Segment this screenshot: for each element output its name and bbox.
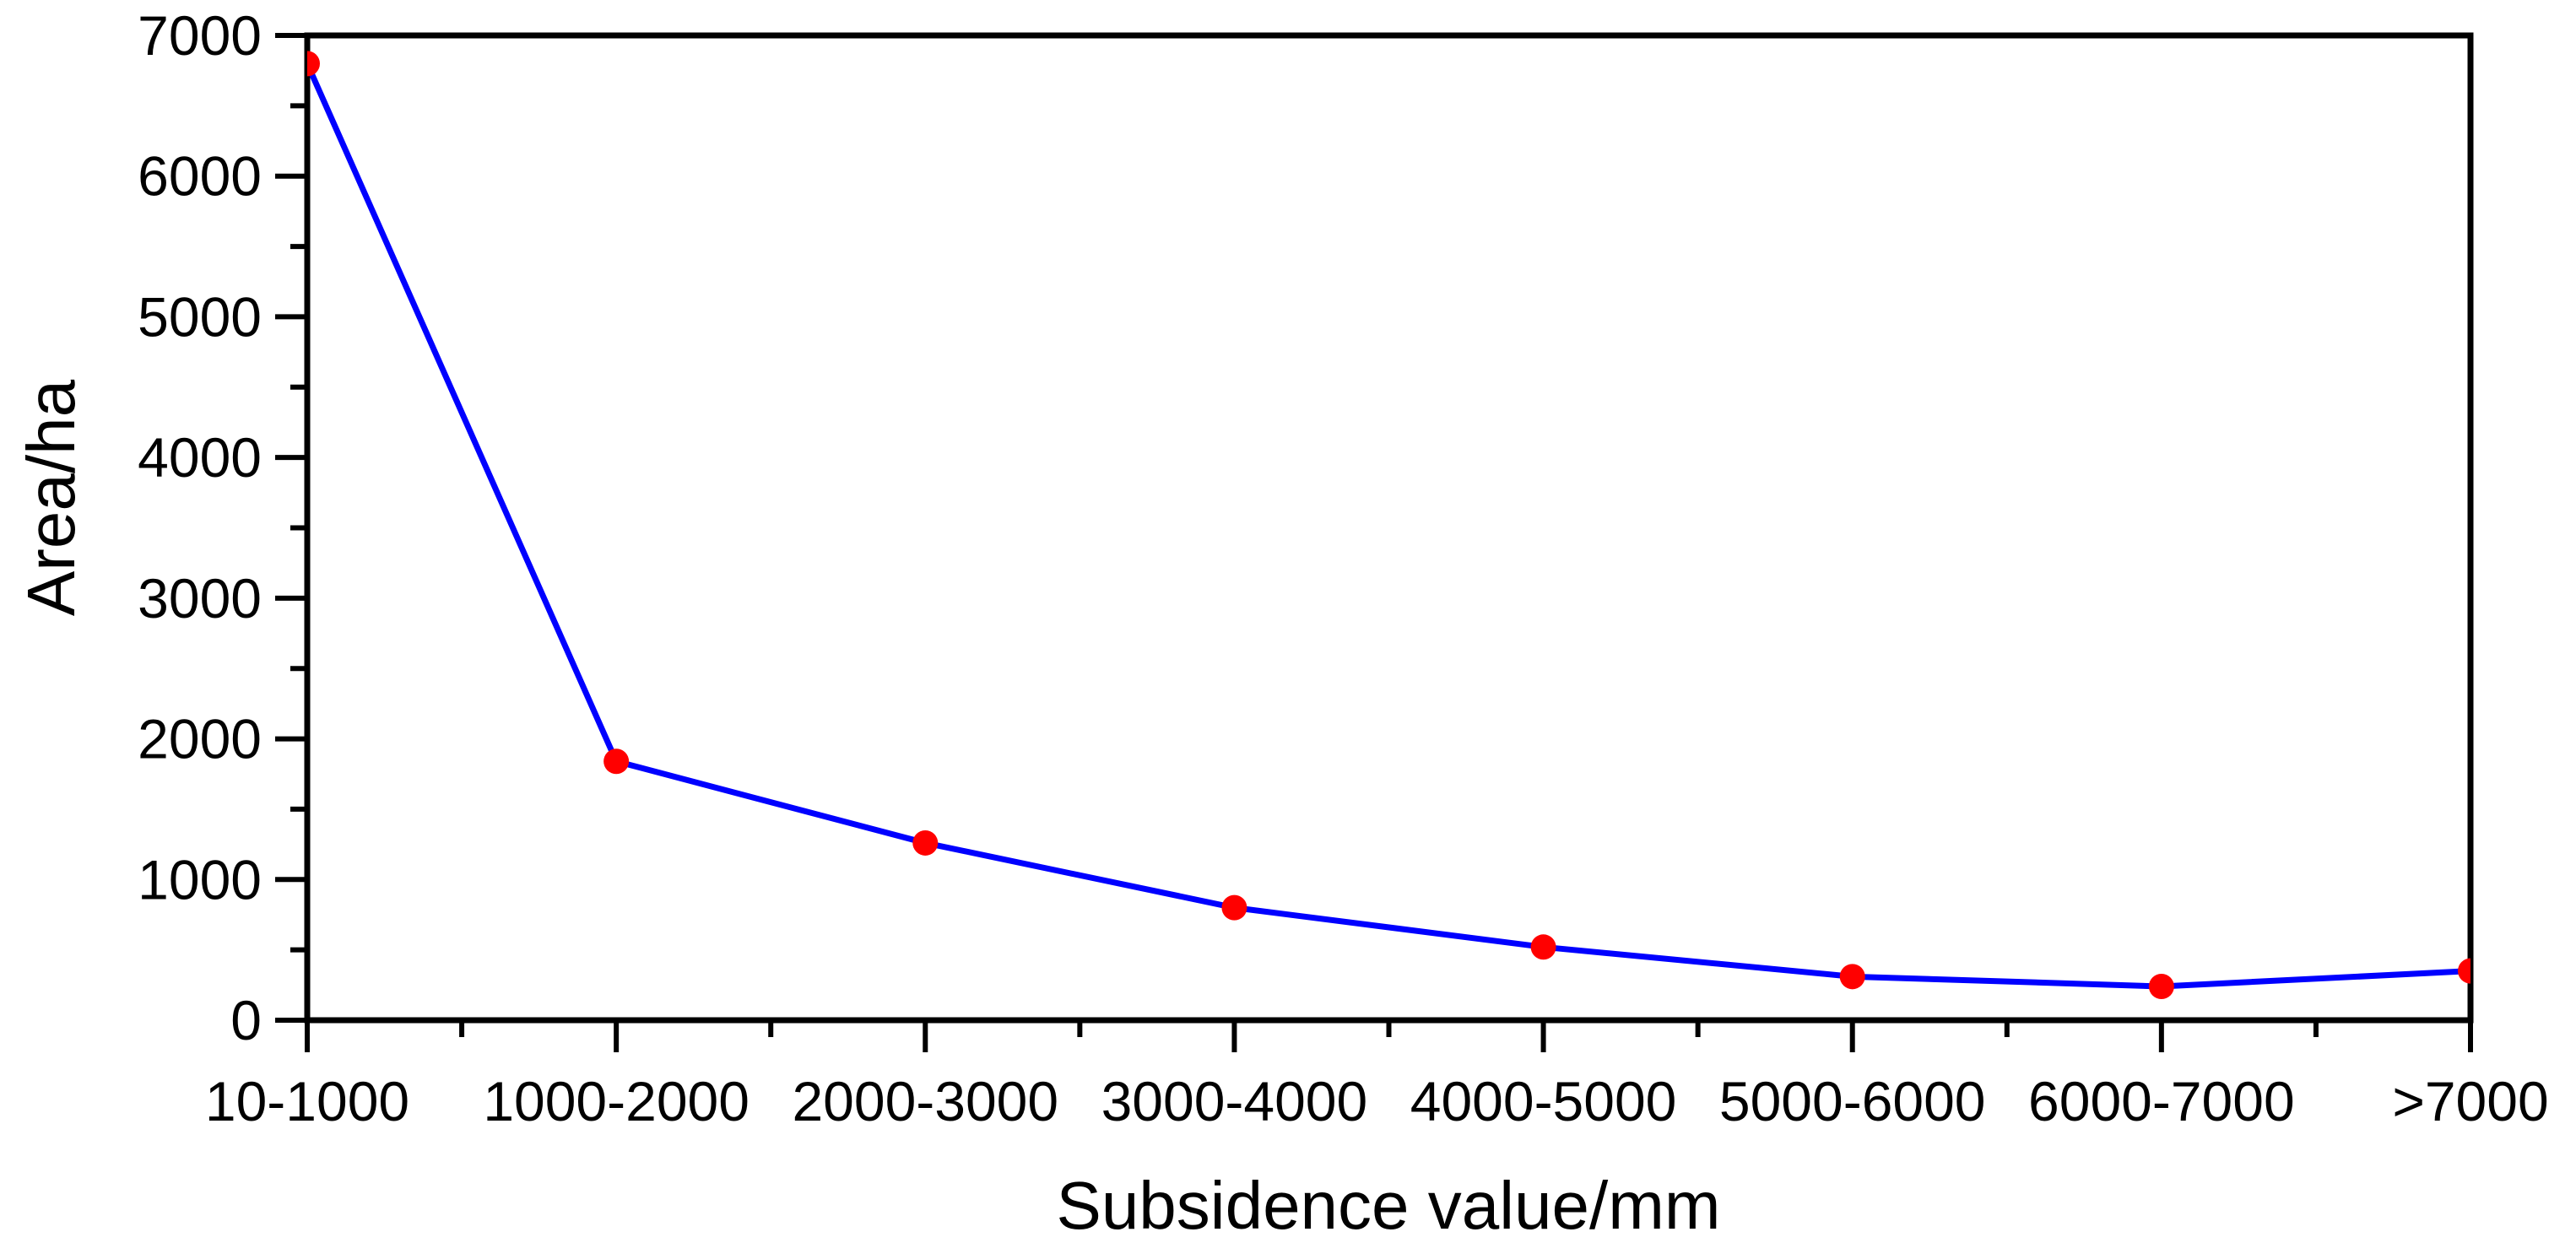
- series-line: [307, 62, 2470, 990]
- data-point: [603, 748, 630, 775]
- y-tick-label: 1000: [138, 848, 262, 910]
- data-point: [1839, 964, 1865, 990]
- y-tick-label: 2000: [138, 708, 262, 770]
- data-point: [307, 51, 320, 77]
- x-tick-label: 4000-5000: [1410, 1070, 1677, 1132]
- data-point: [1530, 934, 1556, 960]
- data-series: [307, 51, 2470, 999]
- y-tick-label: 6000: [138, 145, 262, 208]
- y-tick-label: 0: [230, 989, 262, 1051]
- x-tick-label: >7000: [2392, 1070, 2548, 1132]
- x-axis-label: Subsidence value/mm: [1056, 1168, 1720, 1243]
- x-tick-label: 10-1000: [205, 1070, 409, 1132]
- y-tick-label: 3000: [138, 567, 262, 630]
- x-tick-label: 1000-2000: [483, 1070, 750, 1132]
- x-tick-label: 5000-6000: [1719, 1070, 1986, 1132]
- plot-frame: [304, 32, 2474, 1024]
- x-tick-label: 2000-3000: [792, 1070, 1058, 1132]
- data-point: [2458, 958, 2470, 984]
- x-tick-label: 3000-4000: [1101, 1070, 1368, 1132]
- y-tick-label: 7000: [138, 4, 262, 67]
- y-tick-label: 5000: [138, 285, 262, 348]
- data-point: [912, 829, 939, 856]
- data-point: [2148, 973, 2174, 999]
- y-tick-label: 4000: [138, 426, 262, 489]
- x-tick-label: 6000-7000: [2028, 1070, 2295, 1132]
- data-point: [1221, 894, 1247, 921]
- plot-area: 0 1000 2000 3000 4000 5000 6000 7000 10-1000 1000…: [138, 4, 2549, 1132]
- y-axis-label: Area/ha: [14, 379, 89, 616]
